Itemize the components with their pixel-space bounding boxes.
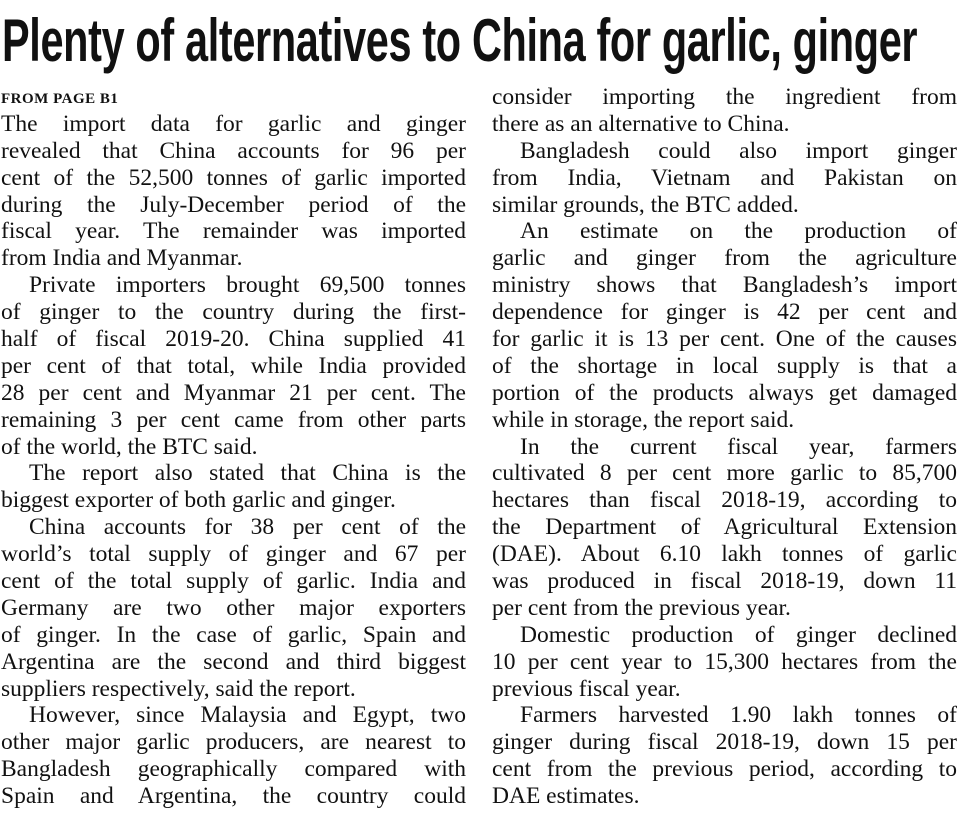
text-line: cent from the previous period, according… (492, 756, 957, 783)
text-line: However, since Malaysia and Egypt, two (29, 702, 466, 729)
text-line: for garlic it is 13 per cent. One of the… (492, 326, 957, 353)
text-line: revealed that China accounts for 96 per (1, 137, 466, 164)
paragraph: Private importers brought 69,500 tonnes o… (1, 272, 466, 460)
text-line: (DAE). About 6.10 lakh tonnes of garlic (492, 541, 957, 568)
text-line: consider importing the ingredient from (492, 84, 957, 110)
text-line: the Department of Agricultural Extension (492, 514, 957, 541)
text-line: there as an alternative to China. (492, 110, 790, 137)
text-line: Private importers brought 69,500 tonnes (29, 272, 466, 299)
text-line: cent of the total supply of garlic. Indi… (1, 568, 466, 595)
text-line: biggest exporter of both garlic and ging… (1, 487, 396, 514)
text-line: similar grounds, the BTC added. (492, 191, 799, 218)
text-line: 28 per cent and Myanmar 21 per cent. The (1, 379, 466, 406)
text-line: hectares than fiscal 2018-19, according … (492, 487, 957, 514)
text-line: cent of the 52,500 tonnes of garlic impo… (1, 164, 466, 191)
paragraph: In the current fiscal year, farmers culti… (492, 434, 957, 622)
text-line: garlic and ginger from the agriculture (492, 245, 957, 272)
text-line: portion of the products always get damag… (492, 379, 957, 406)
text-line: Argentina are the second and third bigge… (1, 648, 466, 675)
text-line: fiscal year. The remainder was imported (1, 218, 466, 245)
text-line: cultivated 8 per cent more garlic to 85,… (492, 460, 957, 487)
text-line: from India, Vietnam and Pakistan on (492, 164, 957, 191)
text-line: of ginger. In the case of garlic, Spain … (1, 621, 466, 648)
paragraph: Domestic production of ginger declined 10… (492, 622, 957, 703)
text-line: per cent of that total, while India prov… (1, 352, 466, 379)
text-line: Bangladesh geographically compared with (1, 756, 466, 783)
paragraph: China accounts for 38 per cent of the wor… (1, 514, 466, 702)
paragraph: consider importing the ingredient from th… (492, 84, 957, 138)
text-line: previous fiscal year. (492, 675, 681, 702)
text-line: An estimate on the production of (520, 218, 957, 245)
text-line: of the shortage in local supply is that … (492, 352, 957, 379)
paragraph: The report also stated that China is the… (1, 460, 466, 514)
text-line: Germany are two other major exporters (1, 594, 466, 621)
headline: Plenty of alternatives to China for garl… (2, 7, 918, 74)
text-line: DAE estimates. (492, 783, 640, 810)
article-column-left: FROM PAGE B1 The import data for garlic … (1, 84, 466, 810)
text-line: ginger during fiscal 2018-19, down 15 pe… (492, 729, 957, 756)
text-line: ministry shows that Bangladesh’s import (492, 272, 957, 299)
paragraph: However, since Malaysia and Egypt, two ot… (1, 702, 466, 810)
text-line: Domestic production of ginger declined (520, 621, 957, 648)
text-line: of ginger to the country during the firs… (1, 299, 466, 326)
text-line: remaining 3 per cent came from other par… (1, 406, 466, 433)
paragraph: The import data for garlic and ginger rev… (1, 111, 466, 272)
continuation-kicker: FROM PAGE B1 (1, 91, 119, 107)
text-line: China accounts for 38 per cent of the (29, 514, 466, 541)
paragraph: An estimate on the production of garlic a… (492, 218, 957, 433)
text-line: Spain and Argentina, the country could (1, 783, 466, 810)
text-line: was produced in fiscal 2018-19, down 11 (492, 568, 957, 595)
text-line: The import data for garlic and ginger (1, 110, 466, 137)
text-line: from India and Myanmar. (1, 245, 243, 272)
text-line: Farmers harvested 1.90 lakh tonnes of (520, 702, 957, 729)
text-line: per cent from the previous year. (492, 594, 791, 621)
text-line: half of fiscal 2019-20. China supplied 4… (1, 326, 466, 353)
text-line: 10 per cent year to 15,300 hectares from… (492, 648, 957, 675)
text-line: Bangladesh could also import ginger (520, 137, 957, 164)
text-line: suppliers respectively, said the report. (1, 675, 356, 702)
text-line: other major garlic producers, are neares… (1, 729, 466, 756)
text-line: In the current fiscal year, farmers (520, 433, 957, 460)
text-line: dependence for ginger is 42 per cent and (492, 299, 957, 326)
paragraph: Bangladesh could also import ginger from … (492, 138, 957, 219)
text-line: while in storage, the report said. (492, 406, 795, 433)
paragraph: Farmers harvested 1.90 lakh tonnes of gin… (492, 702, 957, 810)
text-line: The report also stated that China is the (29, 460, 466, 487)
article-column-right: consider importing the ingredient from th… (492, 84, 957, 810)
text-line: of the world, the BTC said. (1, 433, 258, 460)
text-line: during the July-December period of the (1, 191, 466, 218)
text-line: world’s total supply of ginger and 67 pe… (1, 541, 466, 568)
